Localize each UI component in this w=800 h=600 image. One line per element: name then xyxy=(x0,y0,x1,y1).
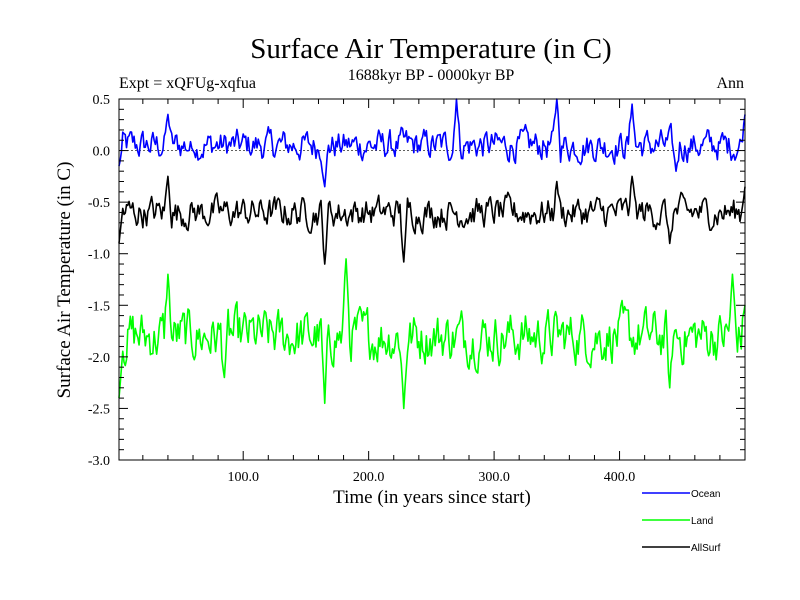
y-tick-label: 0.0 xyxy=(93,145,111,160)
x-tick-label: 100.0 xyxy=(227,470,259,485)
plot-background xyxy=(119,99,745,460)
legend-label-allsurf: AllSurf xyxy=(691,543,721,554)
x-axis-label: Time (in years since start) xyxy=(333,487,531,508)
series-lines xyxy=(118,98,746,410)
legend-label-land: Land xyxy=(691,516,713,527)
legend-label-ocean: Ocean xyxy=(691,489,720,500)
y-tick-label: -0.5 xyxy=(88,196,110,211)
plot-area xyxy=(119,99,745,460)
chart-subtitle-right: Ann xyxy=(716,75,744,92)
x-tick-label: 400.0 xyxy=(604,470,636,485)
x-tick-label: 200.0 xyxy=(353,470,385,485)
y-tick-label: -1.0 xyxy=(88,248,110,263)
series-line-allsurf xyxy=(118,175,746,265)
series-line-ocean xyxy=(118,98,746,188)
chart-title: Surface Air Temperature (in C) xyxy=(250,33,611,65)
x-tick-label: 300.0 xyxy=(478,470,510,485)
axes-frame xyxy=(118,98,746,461)
legend: Ocean Land AllSurf xyxy=(642,489,721,554)
chart-subtitle-center: 1688kyr BP - 0000kyr BP xyxy=(348,67,515,84)
chart-subtitle-left: Expt = xQFUg-xqfua xyxy=(119,75,256,92)
axes: 100.0 200.0 300.0 400.0 -3.0 -2.5 -2.0 -1.5 -1.0… xyxy=(88,93,746,485)
y-tick-label: 0.5 xyxy=(93,93,111,108)
y-tick-label: -2.0 xyxy=(88,351,110,366)
series-line-land xyxy=(118,258,746,410)
y-tick-label: -2.5 xyxy=(88,402,110,417)
y-tick-label: -1.5 xyxy=(88,299,110,314)
y-axis-label: Surface Air Temperature (in C) xyxy=(54,162,75,399)
y-tick-label: -3.0 xyxy=(88,454,110,469)
